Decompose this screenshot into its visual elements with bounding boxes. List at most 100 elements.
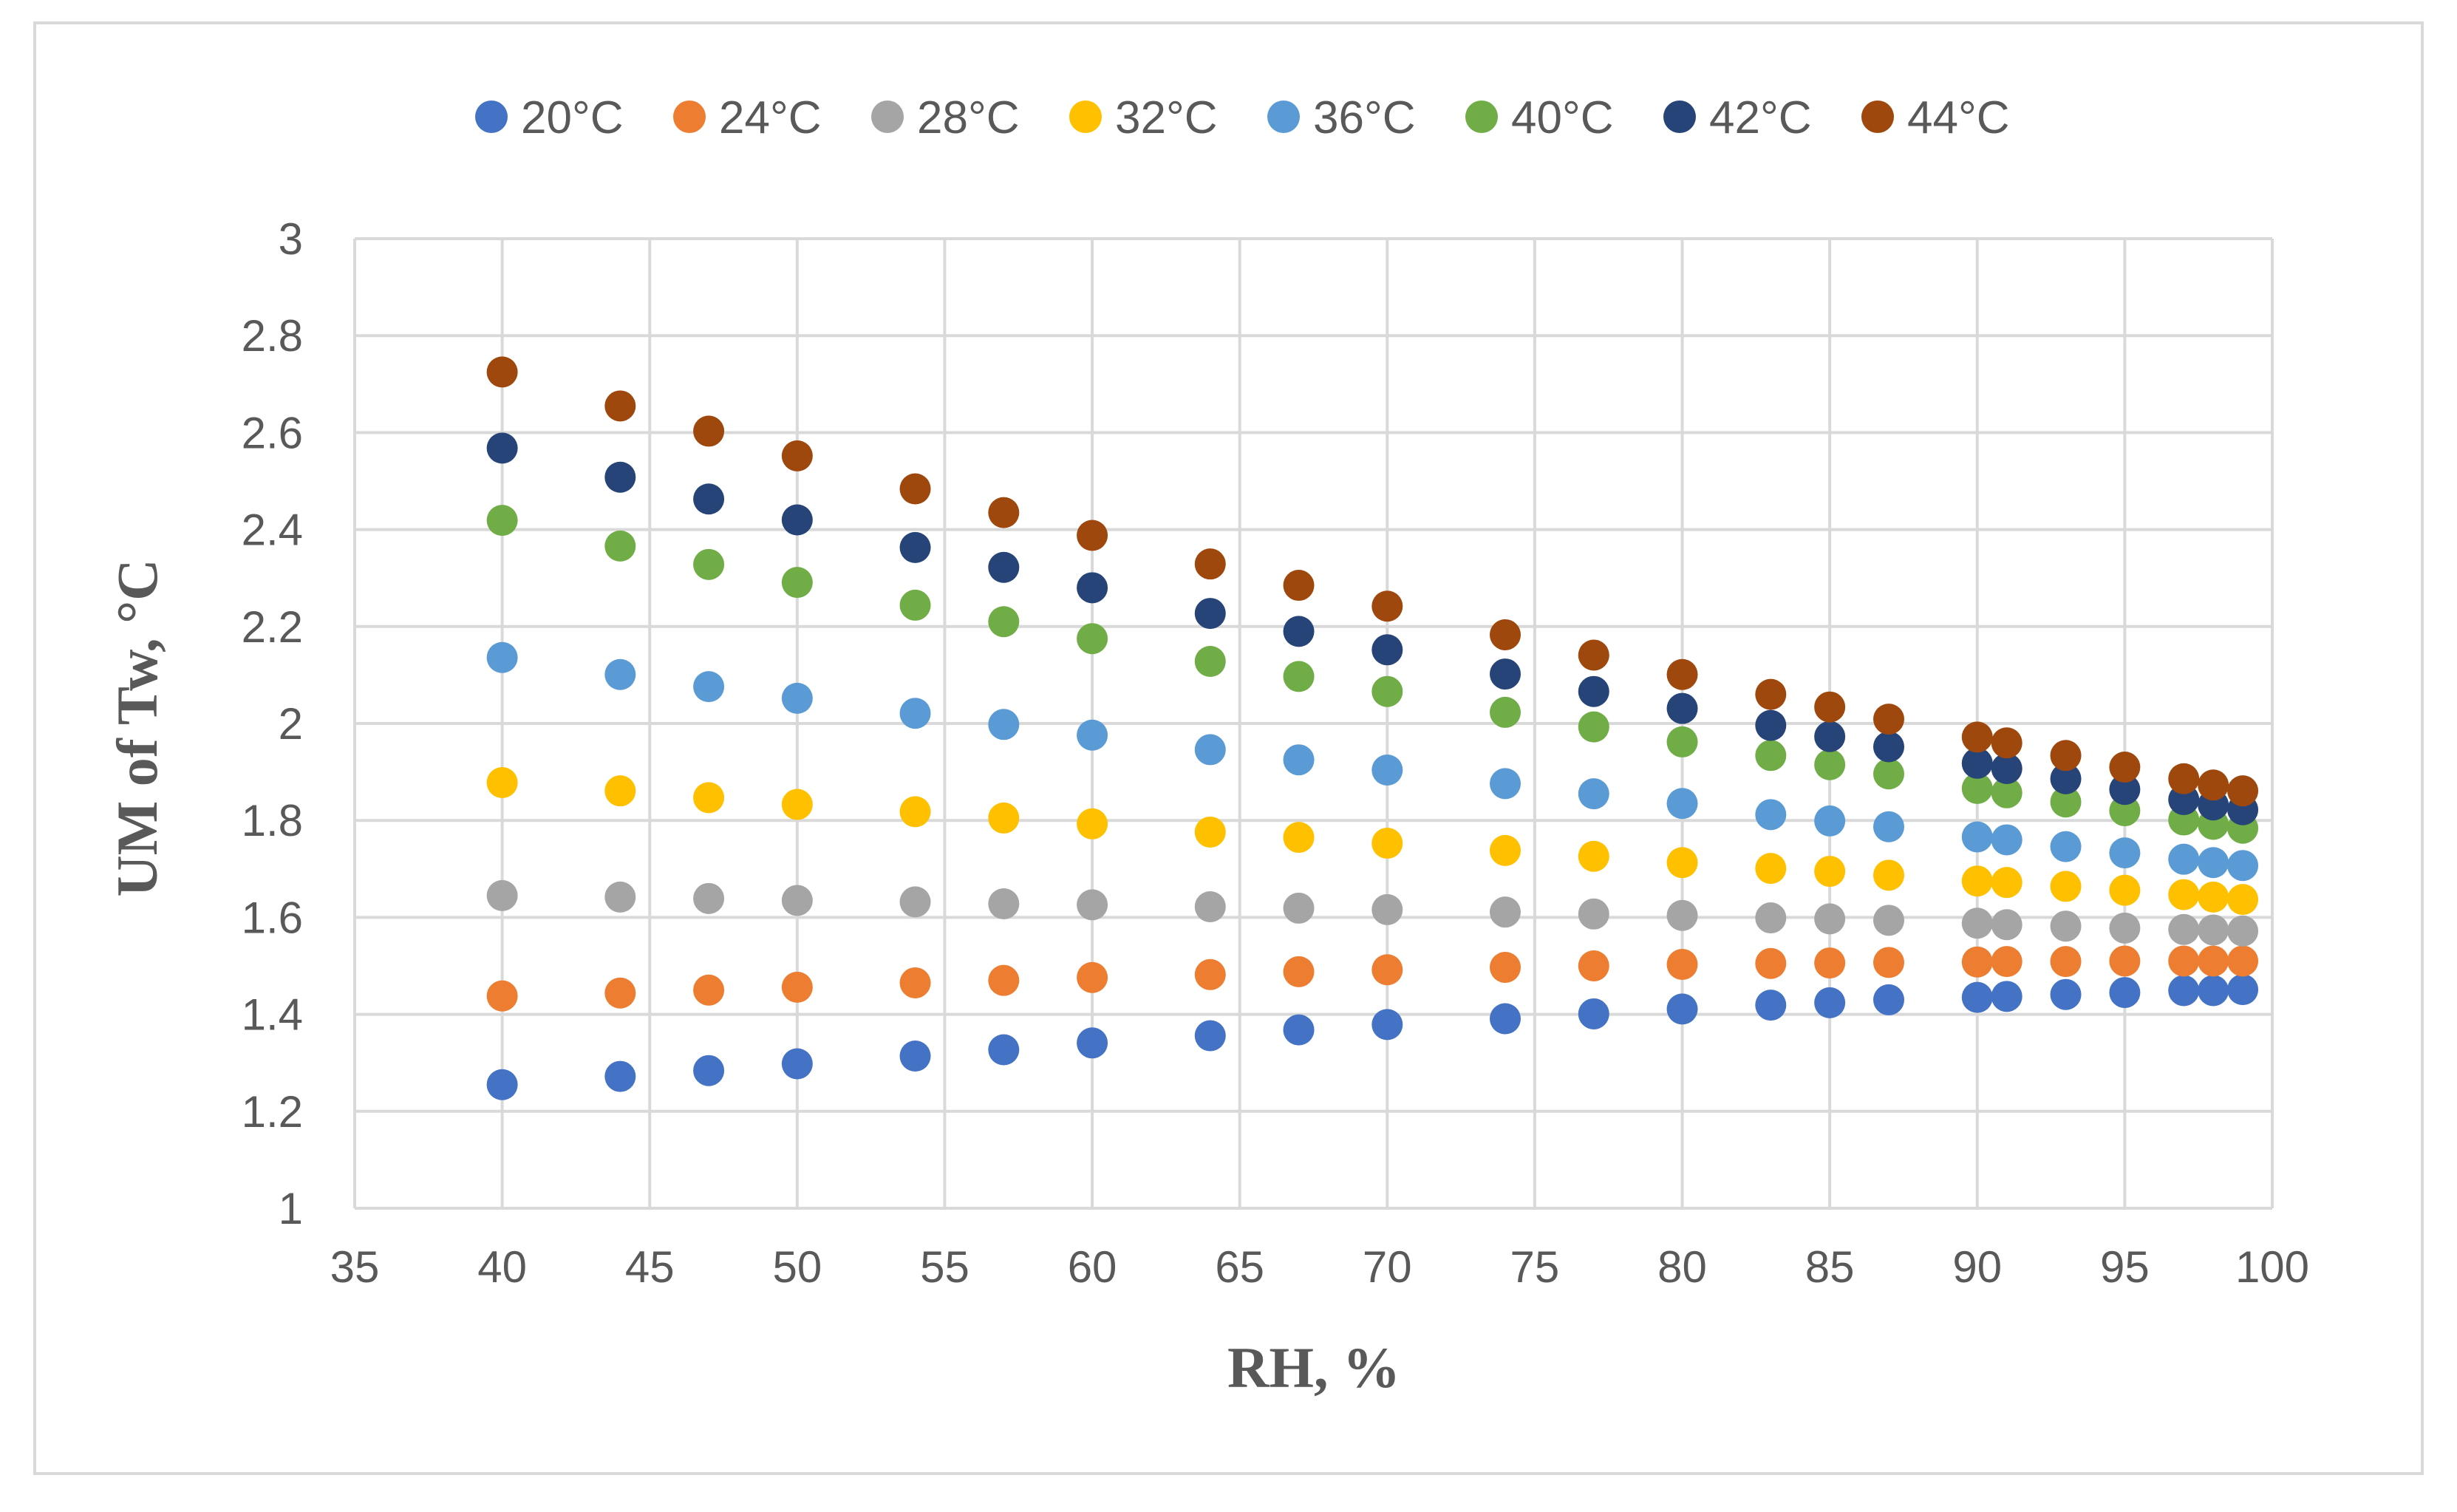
data-point bbox=[988, 551, 1020, 583]
data-point bbox=[988, 606, 1020, 638]
data-point bbox=[604, 530, 636, 562]
data-point bbox=[1873, 758, 1904, 790]
data-point bbox=[2050, 910, 2082, 942]
data-point bbox=[486, 641, 518, 673]
data-point bbox=[2050, 786, 2082, 818]
data-point bbox=[988, 888, 1020, 920]
x-tick-label: 100 bbox=[2235, 1242, 2309, 1292]
data-point bbox=[2227, 850, 2259, 882]
data-point bbox=[1578, 898, 1609, 930]
data-point bbox=[2198, 945, 2229, 977]
data-point bbox=[1077, 808, 1108, 840]
data-point bbox=[1961, 821, 1993, 853]
data-point bbox=[2050, 946, 2082, 978]
data-point bbox=[1077, 889, 1108, 921]
data-point bbox=[1578, 711, 1609, 743]
data-point bbox=[1755, 902, 1787, 934]
legend-label: 40°C bbox=[1511, 92, 1614, 143]
data-point bbox=[693, 671, 725, 703]
legend-item: 42°C bbox=[1663, 92, 1812, 143]
data-point bbox=[1814, 691, 1846, 723]
data-point bbox=[1666, 692, 1698, 724]
x-tick-label: 45 bbox=[625, 1242, 675, 1292]
legend-label: 24°C bbox=[719, 92, 822, 143]
data-point bbox=[1814, 987, 1846, 1018]
data-point bbox=[1194, 598, 1226, 630]
data-point bbox=[1991, 753, 2022, 785]
data-point bbox=[899, 796, 931, 828]
y-tick-label: 2.2 bbox=[242, 602, 303, 652]
data-point bbox=[1873, 947, 1904, 978]
data-point bbox=[1578, 778, 1609, 810]
data-point bbox=[1371, 828, 1403, 859]
data-point bbox=[486, 505, 518, 537]
data-point bbox=[2198, 881, 2229, 913]
data-point bbox=[604, 775, 636, 807]
data-point bbox=[1991, 981, 2022, 1012]
data-point bbox=[1490, 619, 1521, 650]
y-tick-label: 1.8 bbox=[242, 796, 303, 845]
legend: 20°C 24°C 28°C 32°C 36°C 40°C 42°C 44°C bbox=[475, 92, 2010, 143]
data-point bbox=[1755, 853, 1787, 885]
data-point bbox=[2168, 879, 2200, 910]
data-point bbox=[1490, 658, 1521, 690]
data-point bbox=[1371, 893, 1403, 925]
data-point bbox=[1873, 905, 1904, 936]
y-tick-label: 1.4 bbox=[242, 990, 303, 1040]
data-point bbox=[2109, 752, 2141, 783]
data-point bbox=[693, 974, 725, 1006]
data-point bbox=[604, 977, 636, 1009]
y-tick-label: 1.6 bbox=[242, 893, 303, 942]
data-point bbox=[1578, 998, 1609, 1029]
data-point bbox=[899, 886, 931, 918]
data-point bbox=[1490, 768, 1521, 800]
data-point bbox=[1371, 1009, 1403, 1041]
y-tick-label: 1.2 bbox=[242, 1087, 303, 1137]
data-point bbox=[1961, 981, 1993, 1013]
data-point bbox=[1283, 661, 1315, 692]
data-point bbox=[1283, 892, 1315, 924]
data-point bbox=[693, 548, 725, 580]
data-point bbox=[1814, 903, 1846, 935]
data-point bbox=[1194, 816, 1226, 848]
data-point bbox=[781, 789, 813, 820]
data-point bbox=[1490, 696, 1521, 728]
data-point bbox=[693, 882, 725, 914]
legend-label: 36°C bbox=[1313, 92, 1416, 143]
data-point bbox=[1814, 721, 1846, 752]
data-point bbox=[2050, 831, 2082, 862]
data-point bbox=[693, 483, 725, 515]
data-point bbox=[1371, 634, 1403, 666]
data-point bbox=[2168, 975, 2200, 1007]
legend-marker bbox=[1465, 101, 1498, 133]
data-point bbox=[1666, 788, 1698, 820]
data-point bbox=[1371, 754, 1403, 786]
data-point bbox=[1961, 946, 1993, 978]
data-point bbox=[2168, 843, 2200, 875]
data-point bbox=[1755, 990, 1787, 1021]
data-point bbox=[604, 1060, 636, 1092]
data-point bbox=[2168, 913, 2200, 945]
legend-marker bbox=[871, 101, 904, 133]
data-point bbox=[1755, 678, 1787, 710]
data-point bbox=[1371, 675, 1403, 707]
data-point bbox=[2050, 740, 2082, 772]
legend-item: 24°C bbox=[673, 92, 822, 143]
legend-label: 28°C bbox=[917, 92, 1020, 143]
data-point bbox=[1873, 859, 1904, 891]
data-point bbox=[1194, 734, 1226, 766]
data-point bbox=[1991, 946, 2022, 978]
data-point bbox=[1077, 719, 1108, 751]
data-point bbox=[899, 967, 931, 998]
data-point bbox=[604, 658, 636, 690]
data-point bbox=[2227, 974, 2259, 1006]
data-point bbox=[2050, 763, 2082, 794]
data-point bbox=[2227, 945, 2259, 977]
legend-label: 44°C bbox=[1907, 92, 2010, 143]
legend-item: 20°C bbox=[475, 92, 624, 143]
data-point bbox=[1371, 590, 1403, 622]
data-point bbox=[1814, 947, 1846, 979]
x-tick-label: 55 bbox=[920, 1242, 969, 1292]
legend-marker bbox=[475, 101, 508, 133]
x-tick-label: 85 bbox=[1805, 1242, 1855, 1292]
